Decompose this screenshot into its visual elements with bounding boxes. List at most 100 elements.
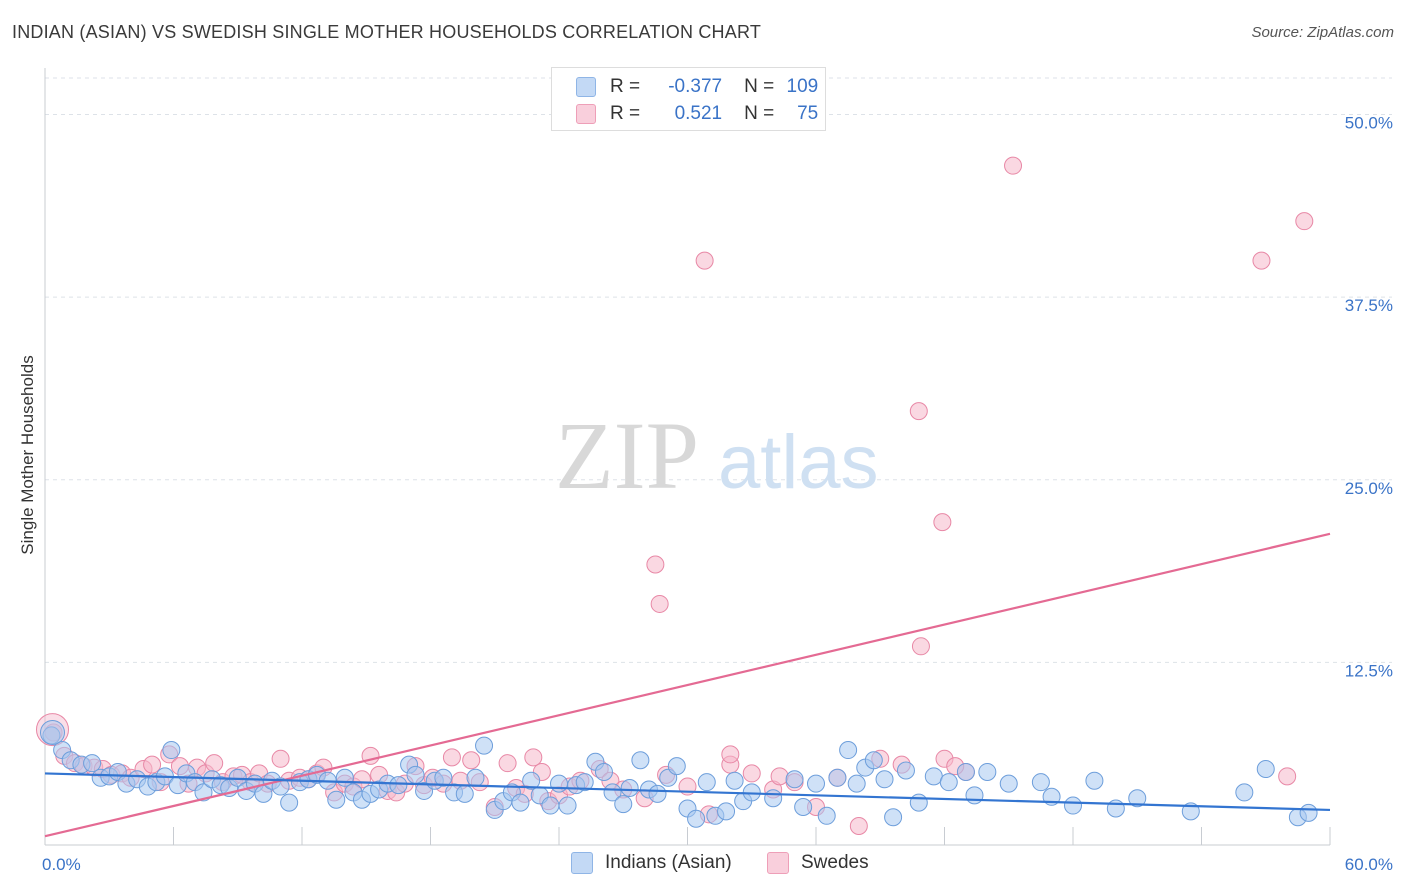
swede-point [650, 594, 669, 613]
indian-point [83, 754, 102, 773]
correlation-legend: R = -0.377 N = 109 R = 0.521 N = 75 [551, 67, 826, 131]
indian-point [924, 767, 943, 786]
indian-point [697, 773, 716, 792]
legend-r-label: R = [610, 76, 641, 97]
indian-point [956, 762, 975, 781]
swede-point [1252, 251, 1271, 270]
source-label: Source: ZipAtlas.com [1251, 24, 1394, 41]
indian-point [1128, 789, 1147, 808]
indians-trend-line [44, 772, 1331, 812]
indian-point [39, 720, 65, 746]
swede-point [1295, 212, 1314, 231]
legend-n-value-swedes: 75 [797, 103, 819, 124]
indian-point [594, 762, 613, 781]
indian-point [194, 783, 213, 802]
indian-point [1031, 773, 1050, 792]
watermark-atlas: atlas [718, 420, 879, 505]
tick-labels: 12.5% 25.0% 37.5% 50.0% 0.0% 60.0% [42, 114, 1393, 874]
swede-point [498, 754, 517, 773]
indian-point [939, 773, 958, 792]
legend-swatch-indians [576, 77, 596, 97]
swede-point [143, 755, 162, 774]
swedes-trend-line [44, 532, 1331, 838]
swede-point [849, 817, 868, 836]
indian-point [1299, 803, 1318, 822]
indian-point [864, 751, 883, 770]
legend-r-value-indians: -0.377 [668, 76, 723, 97]
indian-point [896, 761, 915, 780]
indian-point [406, 765, 425, 784]
swede-point [205, 754, 224, 773]
legend-swatch-swedes [576, 104, 596, 124]
y-axis-label: Single Mother Households [18, 355, 37, 555]
indian-point [1064, 796, 1082, 815]
swede-point [933, 513, 952, 532]
swede-point [271, 749, 290, 768]
indian-point [631, 751, 650, 770]
bottom-swatch-indians [571, 852, 593, 874]
swede-point [770, 767, 789, 786]
swede-point [646, 555, 665, 574]
indian-point [965, 786, 984, 805]
swede-point [721, 745, 740, 764]
indian-point [725, 771, 744, 790]
indian-point [1106, 799, 1125, 818]
indian-point [1085, 771, 1104, 790]
indian-point [667, 757, 686, 776]
swede-point [1004, 156, 1023, 175]
indian-point [389, 776, 408, 795]
indian-point [909, 793, 928, 812]
indian-point [558, 796, 577, 815]
indian-point [785, 770, 804, 789]
y-tick-label: 12.5% [1345, 661, 1393, 680]
indian-point [327, 790, 346, 809]
indian-point [475, 736, 494, 755]
watermark-zip: ZIP [555, 402, 699, 509]
indian-point [575, 773, 594, 792]
indian-point [541, 796, 560, 815]
y-tick-label: 37.5% [1345, 296, 1393, 315]
trend-lines [44, 532, 1331, 838]
bottom-legend-indians: Indians (Asian) [571, 852, 732, 874]
legend-r-label: R = [610, 103, 641, 124]
indian-point [550, 774, 568, 793]
indians-points [39, 720, 1318, 828]
swede-point [442, 748, 461, 767]
indian-point [817, 806, 836, 825]
legend-n-label: N = [744, 103, 775, 124]
indian-point [434, 768, 453, 787]
indian-point [875, 770, 894, 789]
indian-point [717, 802, 736, 821]
indian-point [522, 771, 541, 790]
legend-row-indians: R = -0.377 N = 109 [576, 75, 818, 99]
indian-point [764, 789, 783, 808]
chart-title: INDIAN (ASIAN) VS SWEDISH SINGLE MOTHER … [12, 22, 762, 42]
indian-point [648, 784, 667, 803]
swede-point [911, 637, 930, 656]
indian-point [978, 762, 997, 781]
indian-point [1256, 760, 1275, 779]
bottom-legend-indians-label: Indians (Asian) [605, 852, 732, 873]
y-tick-label: 50.0% [1345, 114, 1393, 133]
x-tick-label: 0.0% [42, 855, 81, 874]
y-tick-label: 25.0% [1345, 479, 1393, 498]
swede-point [462, 751, 481, 770]
indian-point [335, 768, 354, 787]
indian-point [603, 783, 622, 802]
indian-point [620, 779, 639, 798]
bottom-swatch-swedes [767, 852, 789, 874]
indian-point [839, 741, 858, 760]
indian-point [455, 784, 474, 803]
indian-point [794, 798, 813, 817]
legend-row-swedes: R = 0.521 N = 75 [576, 102, 818, 126]
indian-point [466, 768, 485, 787]
legend-r-value-swedes: 0.521 [674, 103, 723, 124]
indian-point [614, 795, 633, 814]
indian-point [1235, 783, 1254, 802]
swede-point [909, 402, 928, 421]
indian-point [828, 768, 847, 787]
legend-n-value-indians: 109 [786, 76, 819, 97]
grid-lines [45, 77, 1392, 663]
bottom-legend-swedes-label: Swedes [801, 852, 869, 873]
